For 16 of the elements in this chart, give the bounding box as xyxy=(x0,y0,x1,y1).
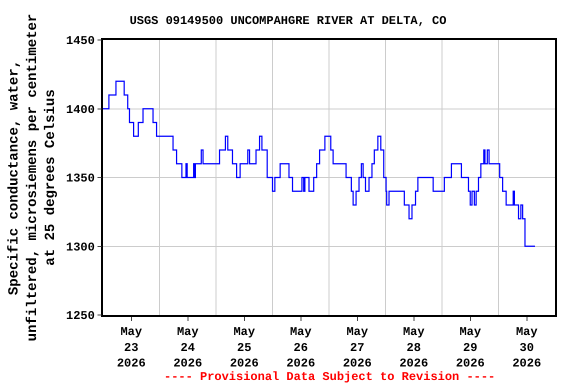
x-tick-label: May 24 2026 xyxy=(173,325,202,370)
x-tick-label: May 26 2026 xyxy=(286,325,316,370)
y-tick-label: 1350 xyxy=(66,172,95,186)
y-tick-label: 1250 xyxy=(66,309,95,324)
y-axis-title: Specific conductance, water, unfiltered, microsiemens per centimeter at 25 degrees Celsius xyxy=(6,14,60,342)
y-tick-label: 1450 xyxy=(66,34,95,48)
x-tick-label: May 27 2026 xyxy=(342,325,372,370)
x-tick-label: May 28 2026 xyxy=(399,325,428,370)
x-tick-label: May 30 2026 xyxy=(512,325,542,370)
y-tick-label: 1400 xyxy=(66,102,95,117)
x-tick-label: May 29 2026 xyxy=(456,325,485,370)
chart-title: USGS 09149500 UNCOMPAHGRE RIVER AT DELTA, CO xyxy=(130,14,446,28)
text: ---- Provisional Data Subject to Revision ---- xyxy=(164,370,496,384)
y-tick-label: 1300 xyxy=(66,240,95,254)
x-tick-label: May 23 2026 xyxy=(116,325,146,370)
x-tick-label: May 25 2026 xyxy=(230,325,259,370)
